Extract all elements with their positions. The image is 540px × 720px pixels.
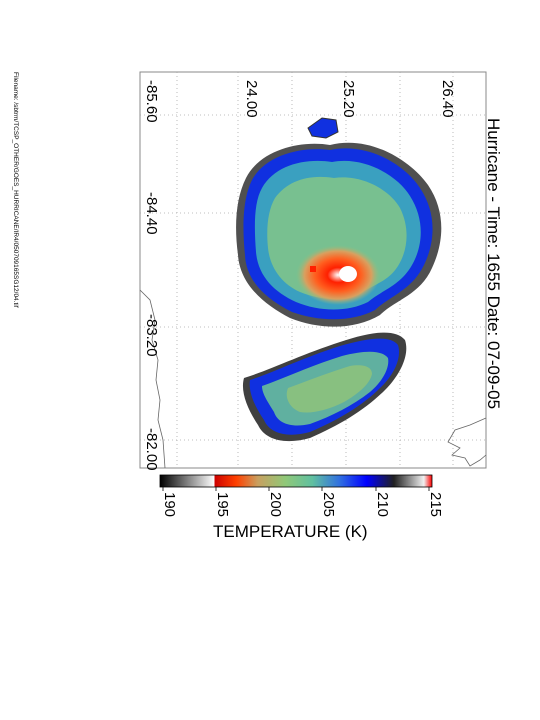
colorbar-title: TEMPERATURE (K) — [213, 522, 368, 541]
colorbar-tick-label: 190 — [161, 492, 178, 518]
map-frame — [139, 71, 487, 469]
hurricane-rainband — [242, 332, 407, 442]
colorbar-tick-label: 215 — [427, 492, 444, 518]
colorbar-tick-label: 195 — [214, 492, 231, 518]
colorbar-tick-label: 200 — [267, 492, 284, 518]
latitude-label: 25.20 — [340, 80, 357, 118]
colorbar-tick-label: 210 — [374, 492, 391, 518]
filename-label: Filename: /sbtrm/TCSP_OTHER/GOES_HURRICA… — [12, 72, 19, 308]
map-title: Hurricane - Time: 1655 Date: 07-09-05 — [484, 118, 503, 410]
hurricane-cloud-main — [236, 142, 442, 327]
longitude-label: -85.60 — [143, 80, 160, 123]
longitude-label: -82.00 — [143, 428, 160, 471]
longitude-label: -84.40 — [143, 192, 160, 235]
cloud-fragment — [307, 117, 339, 139]
latitude-label: 24.00 — [243, 80, 260, 118]
latitude-label: 26.40 — [439, 80, 456, 118]
colorbar — [159, 474, 433, 491]
colorbar-tick-label: 205 — [320, 492, 337, 518]
longitude-label: -83.20 — [143, 314, 160, 357]
coastline-west — [139, 289, 166, 469]
coastline-east — [447, 417, 487, 467]
